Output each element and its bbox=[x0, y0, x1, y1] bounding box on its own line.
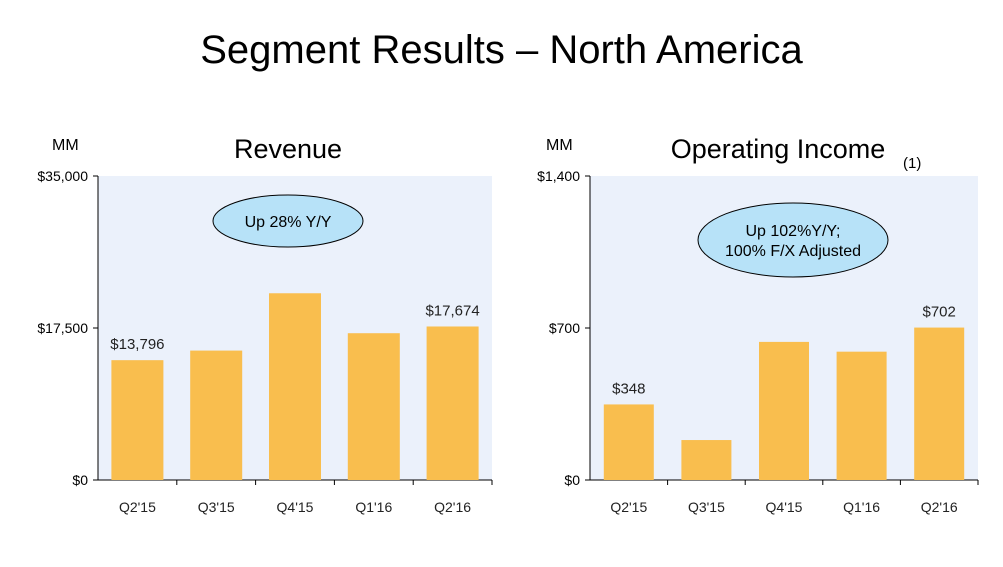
revenue-y-tick-label: $17,500 bbox=[37, 320, 88, 336]
revenue-bar bbox=[269, 293, 321, 480]
revenue-x-tick-label: Q3'15 bbox=[198, 499, 235, 515]
operating-income-data-label: $348 bbox=[612, 380, 645, 397]
operating-income-title: Operating Income bbox=[671, 134, 886, 164]
operating-income-footnote: (1) bbox=[903, 155, 921, 172]
operating-income-bar bbox=[836, 351, 887, 480]
operating-income-data-label: $702 bbox=[923, 304, 956, 321]
revenue-x-tick-label: Q2'15 bbox=[119, 499, 156, 515]
operating-income-y-tick-label: $0 bbox=[564, 472, 580, 488]
revenue-unit-label: MM bbox=[52, 137, 79, 154]
operating-income-x-tick-label: Q2'16 bbox=[921, 499, 958, 515]
revenue-data-label: $17,674 bbox=[425, 302, 479, 319]
operating-income-bar bbox=[681, 440, 732, 480]
revenue-x-tick-label: Q2'16 bbox=[434, 499, 471, 515]
operating-income-unit-label: MM bbox=[546, 137, 573, 154]
revenue-bar bbox=[111, 360, 164, 480]
revenue-x-tick-label: Q4'15 bbox=[277, 499, 314, 515]
operating-income-x-tick-label: Q4'15 bbox=[766, 499, 803, 515]
operating-income-callout-text: 100% F/X Adjusted bbox=[725, 243, 861, 260]
operating-income-callout bbox=[697, 202, 889, 278]
operating-income-y-tick-label: $700 bbox=[549, 320, 580, 336]
operating-income-bar bbox=[914, 327, 965, 480]
revenue-bar bbox=[426, 326, 479, 480]
revenue-y-tick-label: $35,000 bbox=[37, 168, 88, 184]
operating-income-x-tick-label: Q3'15 bbox=[688, 499, 725, 515]
operating-income-bar bbox=[759, 341, 809, 480]
revenue-bar bbox=[190, 350, 243, 480]
operating-income-callout-text: Up 102%Y/Y; bbox=[745, 223, 840, 240]
operating-income-x-tick-label: Q2'15 bbox=[610, 499, 647, 515]
revenue-y-tick-label: $0 bbox=[72, 472, 88, 488]
revenue-x-tick-label: Q1'16 bbox=[355, 499, 392, 515]
page-title: Segment Results – North America bbox=[200, 28, 803, 72]
revenue-bar bbox=[347, 333, 400, 480]
revenue-title: Revenue bbox=[234, 134, 342, 164]
revenue-callout bbox=[212, 194, 364, 248]
operating-income-x-tick-label: Q1'16 bbox=[843, 499, 880, 515]
revenue-data-label: $13,796 bbox=[110, 336, 164, 353]
operating-income-y-tick-label: $1,400 bbox=[537, 168, 580, 184]
operating-income-bar bbox=[603, 404, 654, 480]
revenue-callout-text: Up 28% Y/Y bbox=[245, 214, 332, 231]
